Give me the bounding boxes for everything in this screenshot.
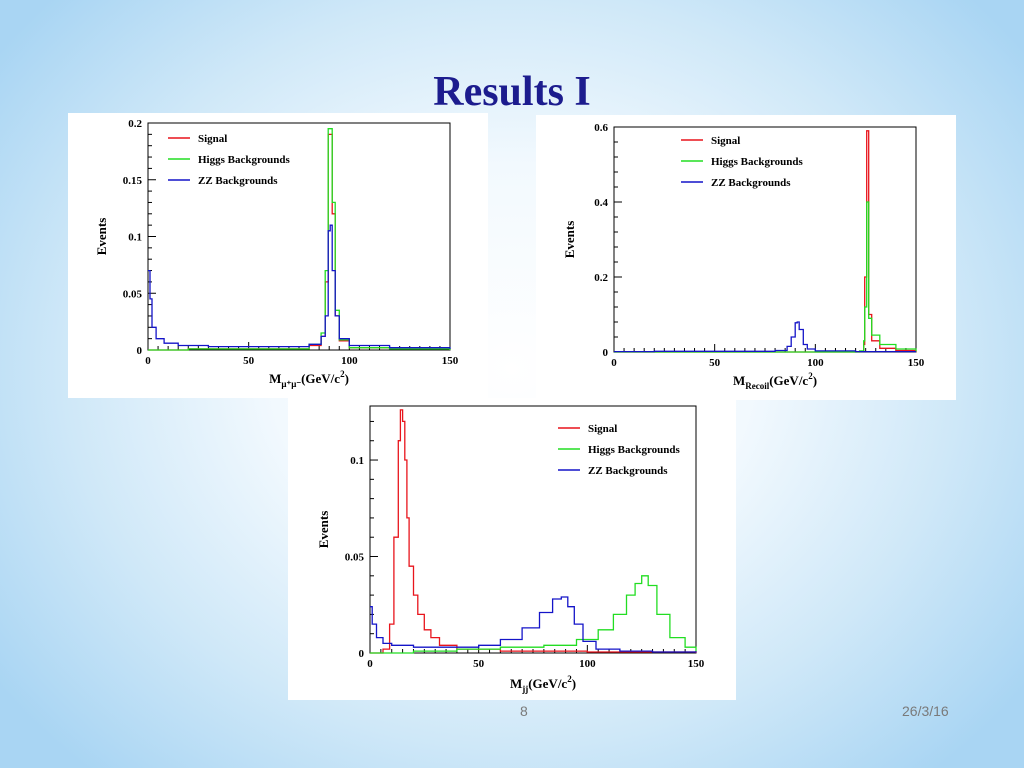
legend-label: Higgs Backgrounds — [588, 444, 681, 456]
series-line-higgs-backgrounds — [614, 201, 917, 353]
y-tick-label: 0 — [137, 345, 143, 357]
x-axis-label: Mμ⁺μ⁻(GeV/c2) — [269, 369, 349, 389]
y-tick-label: 0 — [603, 347, 609, 359]
chart-dimuon-mass: 0 50 100 150 0 0.05 0.1 0.15 0.2 Events Mμ⁺μ⁻(GeV/… — [94, 118, 459, 389]
x-tick-label: 0 — [611, 357, 617, 369]
x-tick-label: 100 — [807, 357, 824, 369]
legend-label: Higgs Backgrounds — [711, 156, 804, 168]
y-tick-label: 0.05 — [345, 552, 365, 564]
legend-label: Signal — [588, 423, 617, 435]
x-tick-label: 150 — [688, 658, 705, 670]
x-tick-label: 100 — [579, 658, 596, 670]
y-axis-label: Events — [316, 511, 331, 549]
series-line-higgs-backgrounds — [148, 128, 451, 351]
y-axis-label: Events — [562, 221, 577, 259]
series-line-zz-backgrounds — [614, 321, 916, 353]
y-tick-label: 0.1 — [128, 232, 142, 244]
chart-panel-dijet-mass: 0 50 100 150 0 0.05 0.1 Events Mjj(GeV/c2) Signal… — [288, 398, 736, 700]
y-axis-label: Events — [94, 218, 109, 256]
y-tick-label: 0.1 — [350, 455, 364, 467]
plot-frame — [147, 122, 451, 351]
x-axis-label: MRecoil(GeV/c2) — [733, 371, 817, 391]
y-tick-label: 0.2 — [128, 118, 142, 130]
series-line-zz-backgrounds — [148, 224, 451, 349]
x-tick-label: 50 — [709, 357, 721, 369]
legend-label: ZZ Backgrounds — [588, 465, 668, 477]
legend-label: Signal — [711, 135, 740, 147]
legend-label: Signal — [198, 133, 227, 145]
legend-label: ZZ Backgrounds — [711, 177, 791, 189]
y-tick-label: 0.4 — [594, 197, 608, 209]
series-line-zz-backgrounds — [370, 596, 697, 653]
x-axis-label: Mjj(GeV/c2) — [510, 674, 576, 694]
chart-dijet-mass: 0 50 100 150 0 0.05 0.1 Events Mjj(GeV/c2) Signal… — [316, 405, 705, 694]
slide-date: 26/3/16 — [902, 703, 949, 719]
legend-label: ZZ Backgrounds — [198, 175, 278, 187]
x-tick-label: 150 — [442, 355, 459, 367]
chart-panel-recoil-mass: 0 50 100 150 0 0.2 0.4 0.6 Events MRecoil(GeV/c2)… — [536, 115, 956, 400]
y-tick-label: 0.6 — [594, 122, 608, 134]
x-tick-label: 0 — [367, 658, 373, 670]
legend-label: Higgs Backgrounds — [198, 154, 291, 166]
x-tick-label: 50 — [243, 355, 255, 367]
chart-panel-dimuon-mass: 0 50 100 150 0 0.05 0.1 0.15 0.2 Events Mμ⁺μ⁻(GeV/… — [68, 113, 488, 398]
x-tick-label: 50 — [473, 658, 485, 670]
y-tick-label: 0 — [359, 648, 365, 660]
series-line-higgs-backgrounds — [370, 575, 697, 654]
y-tick-label: 0.2 — [594, 272, 608, 284]
y-tick-label: 0.15 — [123, 175, 143, 187]
x-tick-label: 150 — [908, 357, 925, 369]
slide-title: Results I — [433, 69, 591, 115]
x-tick-label: 100 — [341, 355, 358, 367]
chart-recoil-mass: 0 50 100 150 0 0.2 0.4 0.6 Events MRecoil(GeV/c2)… — [562, 122, 925, 391]
page-number: 8 — [520, 703, 528, 719]
series-line-signal — [148, 133, 451, 351]
x-tick-label: 0 — [145, 355, 151, 367]
y-tick-label: 0.05 — [123, 288, 143, 300]
